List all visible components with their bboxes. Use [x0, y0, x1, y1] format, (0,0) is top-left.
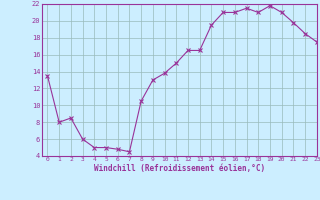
X-axis label: Windchill (Refroidissement éolien,°C): Windchill (Refroidissement éolien,°C)	[94, 164, 265, 173]
